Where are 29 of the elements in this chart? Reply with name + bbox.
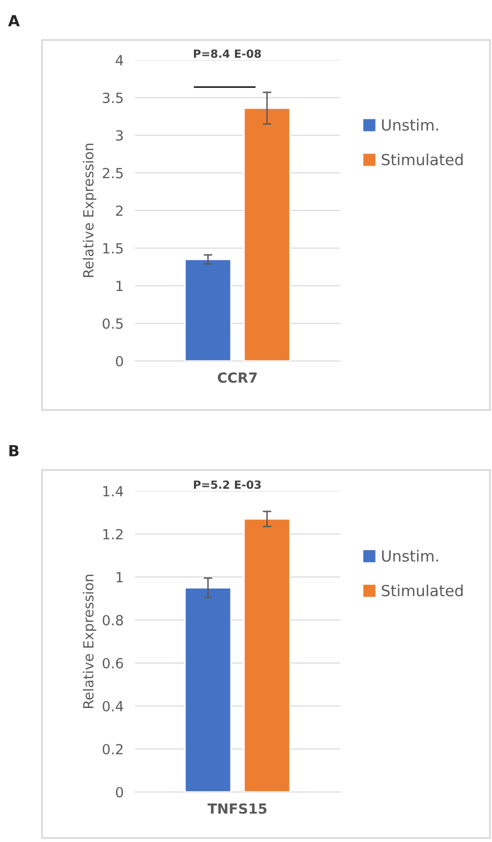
y-tick-label: 1.4 (103, 486, 124, 496)
y-tick-label: 0 (116, 786, 123, 798)
legend-label: Stimulated (382, 584, 463, 596)
y-tick-label: 1 (116, 280, 123, 292)
y-tick-label: 0.4 (102, 700, 124, 712)
x-tick-label: TNFS15 (208, 803, 266, 814)
x-tick-label: CCR7 (218, 372, 257, 383)
y-tick-label: 3.5 (102, 92, 123, 104)
legend-label: Unstim. (382, 550, 438, 562)
y-tick-label: 0.6 (102, 658, 124, 668)
y-tick-label: 0.5 (102, 318, 123, 329)
y-tick-label: 1.2 (103, 528, 122, 540)
legend-label: Unstim. (382, 118, 438, 131)
legend-label: Stimulated (382, 154, 463, 166)
y-tick-label: 0 (116, 356, 123, 366)
y-axis-title: Relative Expression (82, 144, 96, 278)
chart-title: B (9, 445, 19, 456)
y-axis-title: Relative Expression (82, 574, 96, 708)
text: P=8.4 E-08 (194, 49, 261, 58)
y-tick-label: 4 (116, 55, 124, 66)
y-tick-label: 0.8 (102, 614, 123, 626)
chart-title: A (8, 15, 20, 26)
y-tick-label: 1.5 (103, 243, 123, 254)
y-tick-label: 3 (116, 130, 123, 141)
y-tick-label: 2 (116, 205, 122, 216)
y-tick-label: 1 (116, 572, 123, 582)
text: P=5.2 E-03 (194, 480, 261, 489)
y-tick-label: 2.5 (102, 168, 123, 178)
y-tick-label: 0.2 (102, 744, 122, 754)
